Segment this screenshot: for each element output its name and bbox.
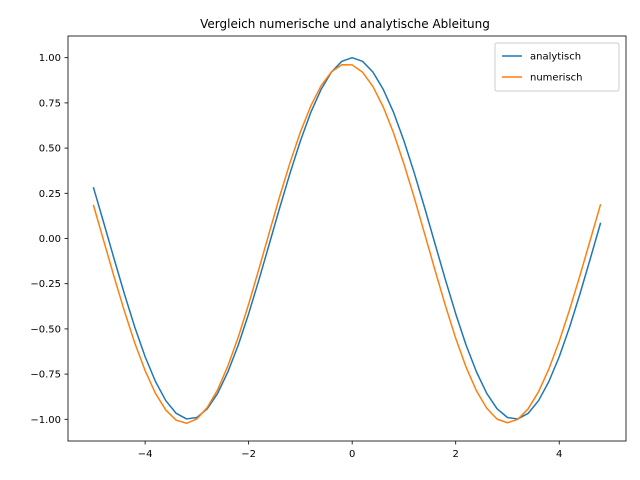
- x-tick-label: −2: [241, 449, 256, 460]
- series-line-1: [92, 56, 602, 420]
- y-axis: −1.00 −0.75 −0.50 −0.25 0.00 0.25 0.50 0.75 1.00: [30, 53, 68, 426]
- y-tick-label: 0.25: [39, 189, 61, 200]
- y-tick-label: 0.50: [39, 144, 61, 155]
- y-tick-label: −0.25: [30, 279, 61, 290]
- y-tick-label: −0.50: [30, 324, 61, 335]
- series-line-2: [92, 64, 602, 425]
- x-tick-label: −4: [138, 449, 153, 460]
- legend-label-2: numerisch: [530, 73, 583, 84]
- legend: analytisch numerisch: [494, 42, 620, 92]
- plot-frame: [67, 35, 627, 442]
- y-tick-label: −1.00: [30, 415, 61, 426]
- y-tick-label: −0.75: [30, 370, 61, 381]
- plot-area: [92, 56, 602, 425]
- x-tick-label: 0: [349, 449, 355, 460]
- x-tick-label: 4: [556, 449, 562, 460]
- x-axis: −4 −2 0 2 4: [138, 441, 562, 460]
- y-tick-label: 0.00: [39, 234, 61, 245]
- y-tick-label: 0.75: [39, 98, 61, 109]
- chart-title: Vergleich numerische und analytische Abl…: [200, 17, 490, 31]
- legend-label-1: analytisch: [530, 52, 581, 63]
- x-tick-label: 2: [453, 449, 459, 460]
- y-tick-label: 1.00: [39, 53, 61, 64]
- legend-box: [494, 42, 620, 92]
